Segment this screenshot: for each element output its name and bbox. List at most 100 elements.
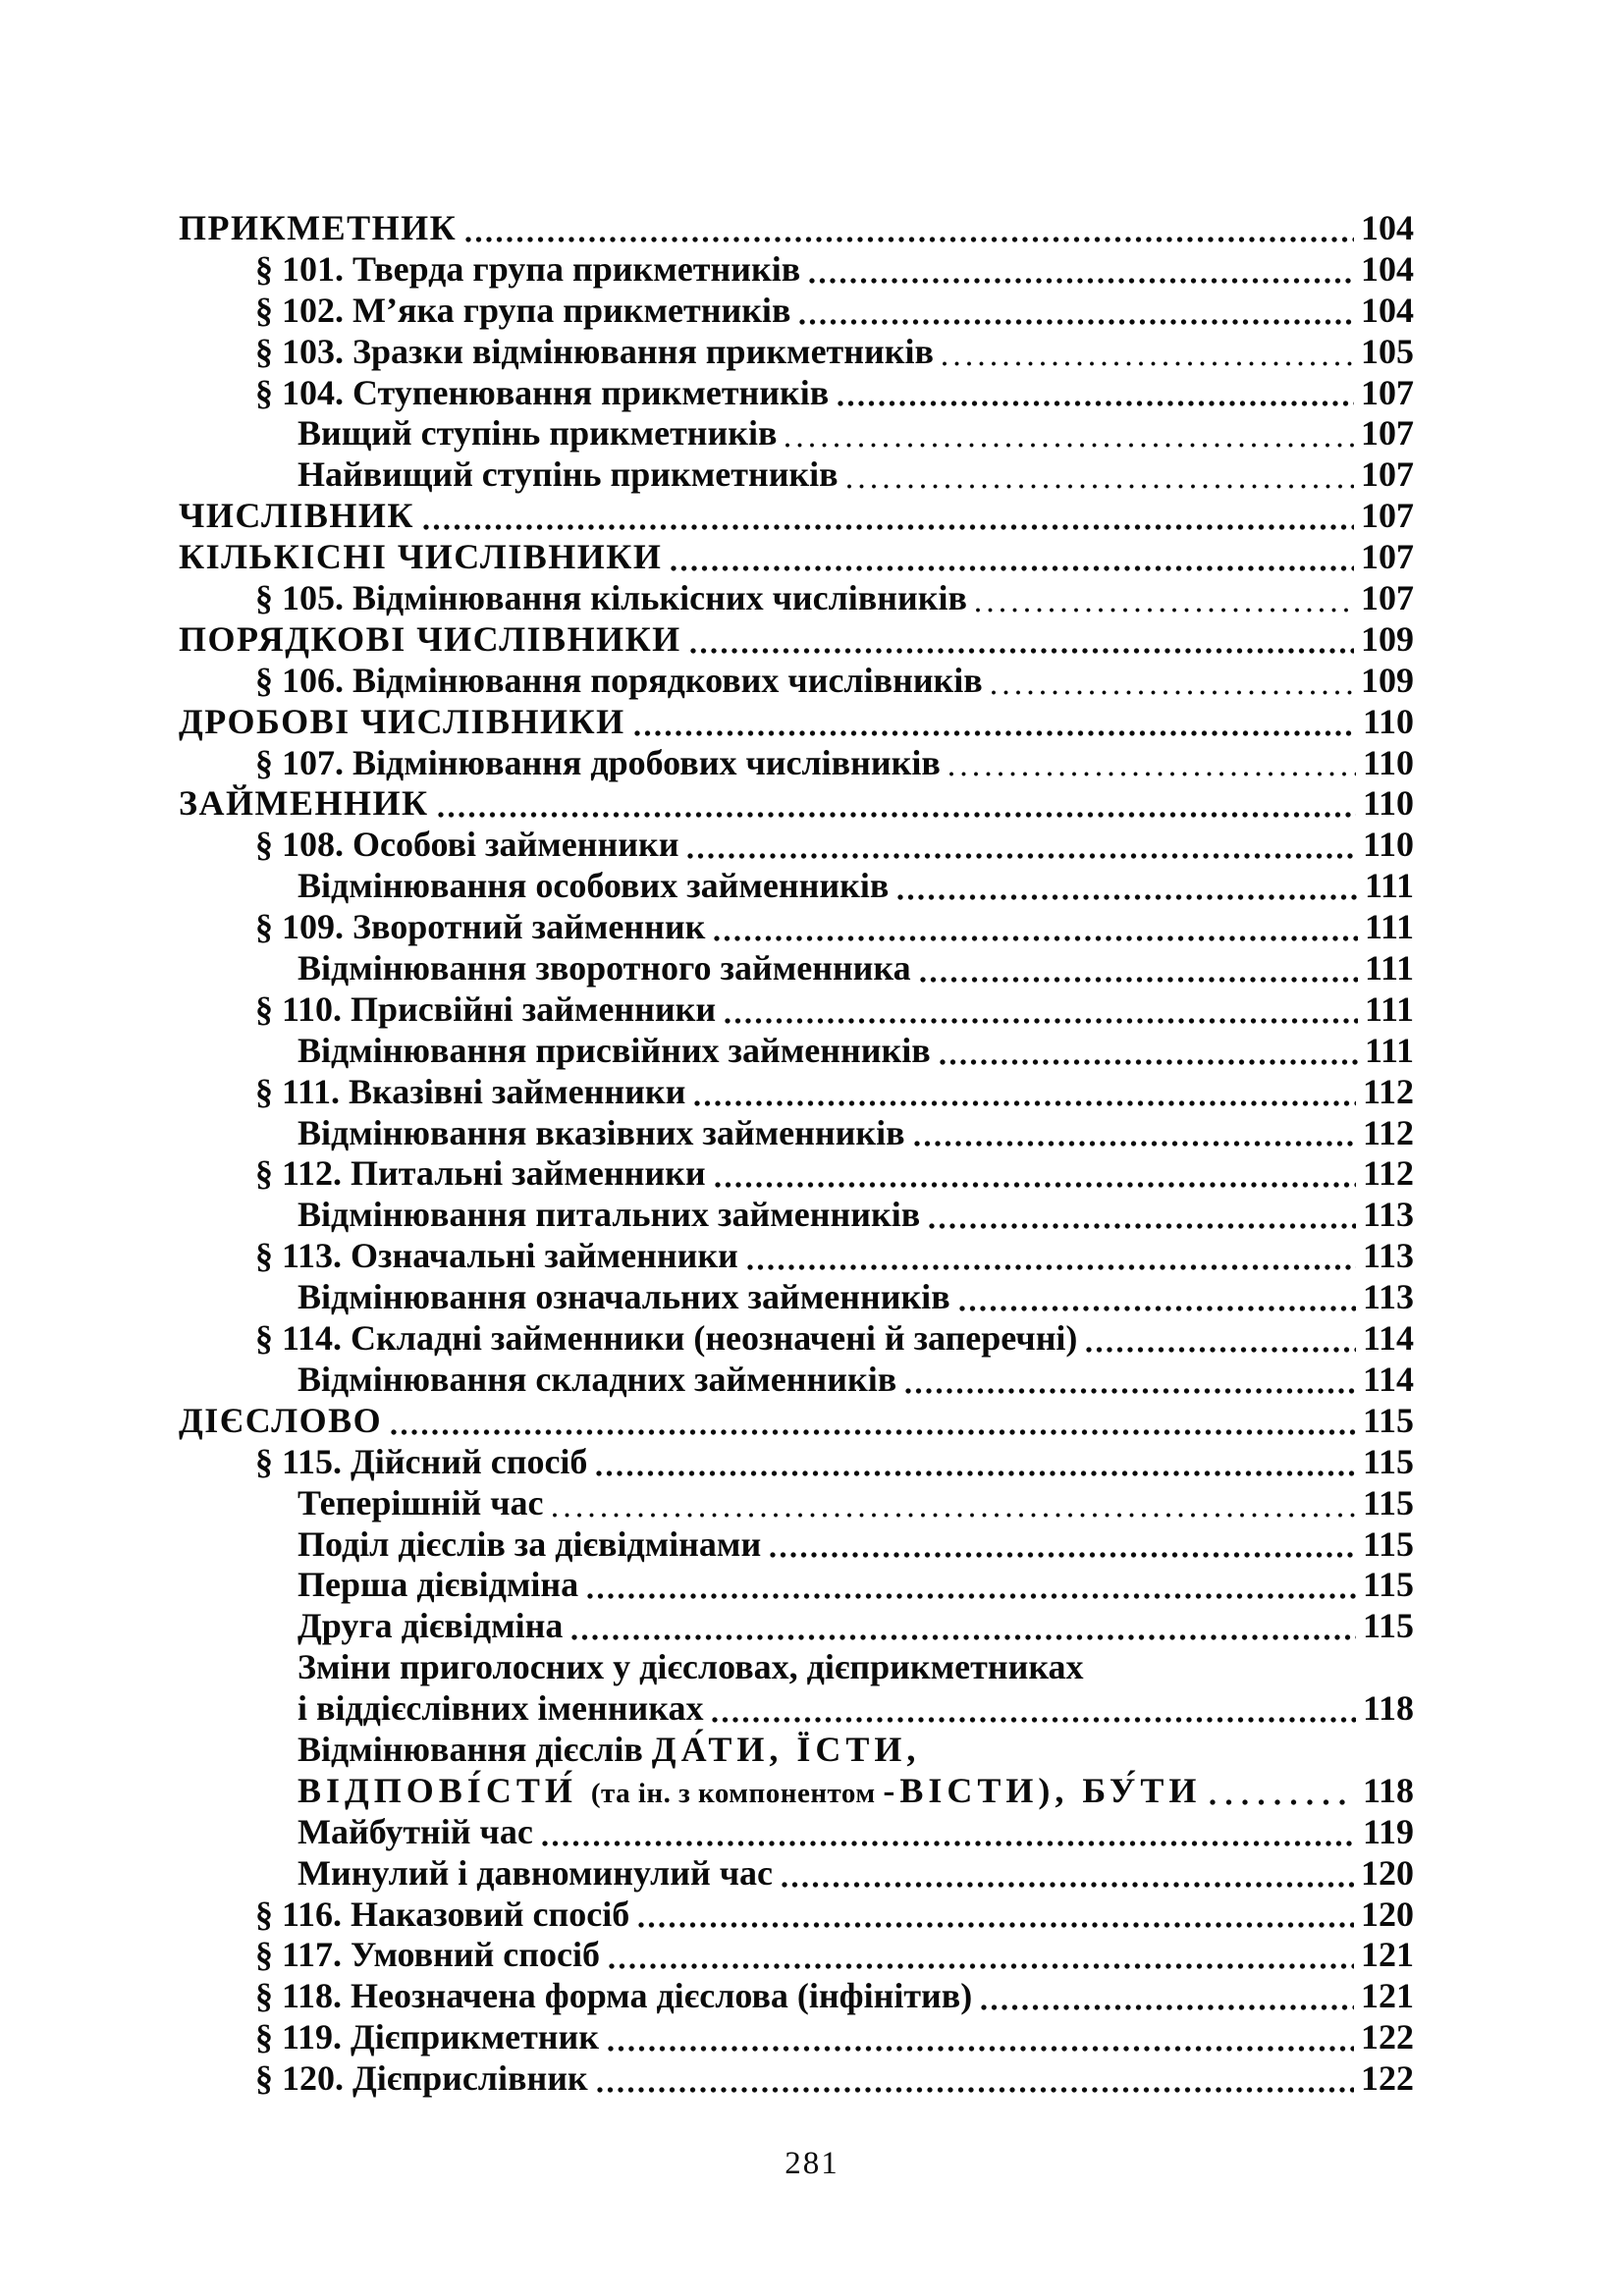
dot-leader xyxy=(607,1962,1354,1971)
toc-page-number: 110 xyxy=(1362,742,1414,782)
dot-leader xyxy=(1084,1345,1356,1354)
dot-leader xyxy=(807,276,1354,285)
toc-entry-title-segment: БУ́ТИ xyxy=(1082,1770,1202,1810)
toc-row: Найвищий ступінь прикметників 107 xyxy=(179,454,1414,496)
toc-entry-title: Минулий і давноминулий час xyxy=(298,1852,774,1893)
toc-entry-title: ЧИСЛІВНИК xyxy=(179,496,414,536)
dot-leader xyxy=(1208,1797,1347,1806)
toc-entry-title: Перша дієвідміна xyxy=(298,1565,579,1605)
toc-entry-title: ДРОБОВІ ЧИСЛІВНИКИ xyxy=(179,701,625,741)
toc-entry-title: § 116. Наказовий спосіб xyxy=(255,1894,630,1934)
toc-row: Відмінювання складних займенників 114 xyxy=(179,1360,1414,1401)
dot-leader xyxy=(768,1551,1356,1560)
toc-page-number: 112 xyxy=(1362,1112,1414,1152)
dot-leader xyxy=(435,811,1356,820)
toc-page-number: 107 xyxy=(1361,496,1414,536)
dot-leader xyxy=(606,2045,1354,2054)
toc-entry-title: Відмінювання особових займенників xyxy=(298,866,890,906)
toc-row: ДРОБОВІ ЧИСЛІВНИКИ 110 xyxy=(179,702,1414,743)
toc-page-number: 107 xyxy=(1361,454,1414,495)
toc-entry-title: § 118. Неозначена форма дієслова (інфіні… xyxy=(255,1976,973,2016)
toc-row: КІЛЬКІСНІ ЧИСЛІВНИКИ 107 xyxy=(179,537,1414,578)
toc-row: ЧИСЛІВНИК 107 xyxy=(179,496,1414,537)
toc-row: ВІДПОВІ́СТИ́ (та ін. з компонентом -ВІСТ… xyxy=(179,1771,1414,1812)
toc-row: § 112. Питальні займенники 112 xyxy=(179,1153,1414,1195)
dot-leader xyxy=(712,1181,1356,1190)
toc-entry-title: ВІДПОВІ́СТИ́ (та ін. з компонентом -ВІСТ… xyxy=(298,1771,1201,1815)
toc-page-number: 107 xyxy=(1361,372,1414,412)
toc-page-number: 107 xyxy=(1361,413,1414,454)
toc-entry-title: § 113. Означальні займенники xyxy=(255,1236,738,1276)
toc-row: Вищий ступінь прикметників 107 xyxy=(179,413,1414,454)
toc-entry-title: Друга дієвідміна xyxy=(298,1606,564,1646)
toc-row: § 115. Дійсний спосіб 115 xyxy=(179,1442,1414,1483)
toc-entry-title-segment: ВІДПОВІ́СТИ́ xyxy=(298,1770,591,1810)
toc-row: Поділ дієслів за дієвідмінами 115 xyxy=(179,1524,1414,1566)
toc-page-number: 121 xyxy=(1361,1935,1414,1975)
toc-entry-title: § 103. Зразки відмінювання прикметників xyxy=(255,331,934,371)
dot-leader xyxy=(744,1263,1356,1272)
dot-leader xyxy=(723,1016,1358,1025)
toc-page-number: 113 xyxy=(1362,1236,1414,1276)
toc-row: Майбутній час 119 xyxy=(179,1812,1414,1853)
toc-entry-title: Відмінювання присвійних займенників xyxy=(298,1030,931,1070)
toc-entry-title-segment: (та ін. з компонентом xyxy=(590,1777,884,1809)
dot-leader xyxy=(784,441,1354,450)
toc-entry-title: ДІЄСЛОВО xyxy=(179,1400,383,1440)
toc-page-number: 122 xyxy=(1361,2017,1414,2057)
dot-leader xyxy=(940,358,1354,367)
toc-entry-title: Відмінювання вказівних займенників xyxy=(298,1112,905,1152)
toc-page-number: 104 xyxy=(1361,248,1414,289)
toc-entry-title: Теперішній час xyxy=(298,1482,544,1522)
toc-row: § 119. Дієприкметник 122 xyxy=(179,2017,1414,2058)
toc-entry-title-segment: -ВІСТИ), xyxy=(883,1770,1083,1810)
toc-row: § 106. Відмінювання порядкових числівник… xyxy=(179,661,1414,702)
dot-leader xyxy=(463,235,1354,243)
toc-row: Відмінювання вказівних займенників 112 xyxy=(179,1113,1414,1154)
toc-page-number: 115 xyxy=(1362,1482,1414,1522)
dot-leader xyxy=(710,1715,1356,1724)
toc-entry-title: § 108. Особові займенники xyxy=(255,825,679,865)
toc-entry-title: Відмінювання означальних займенників xyxy=(298,1277,950,1317)
dot-leader xyxy=(979,2003,1354,2012)
toc-page-number: 118 xyxy=(1362,1688,1414,1729)
dot-leader xyxy=(685,852,1356,861)
toc-row: Відмінювання особових займенників 111 xyxy=(179,866,1414,907)
toc-entry-title: Вищий ступінь прикметників xyxy=(298,413,778,454)
toc-entry-title: § 104. Ступенювання прикметників xyxy=(255,372,830,412)
dot-leader xyxy=(585,1592,1356,1601)
toc-page-number: 109 xyxy=(1361,660,1414,700)
toc-row: § 114. Складні займенники (неозначені й … xyxy=(179,1318,1414,1360)
toc-entry-title: § 109. Зворотний займенник xyxy=(255,907,706,947)
toc-entry-title: Поділ дієслів за дієвідмінами xyxy=(298,1523,762,1564)
toc-entry-title: Майбутній час xyxy=(298,1811,533,1851)
toc-page-number: 104 xyxy=(1361,208,1414,247)
toc-row: § 103. Зразки відмінювання прикметників 1… xyxy=(179,332,1414,373)
dot-leader xyxy=(836,400,1354,408)
dot-leader xyxy=(569,1633,1356,1642)
toc-page-number: 115 xyxy=(1362,1606,1414,1646)
toc-entry-title: § 105. Відмінювання кількісних числівник… xyxy=(255,578,967,618)
toc-entry-title: Відмінювання зворотного займенника xyxy=(298,948,911,988)
dot-leader xyxy=(631,728,1356,737)
toc-row: Зміни приголосних у дієсловах, дієприкме… xyxy=(179,1647,1414,1688)
toc-page-number: 114 xyxy=(1362,1318,1414,1359)
dot-leader xyxy=(539,1839,1356,1847)
toc-page-number: 105 xyxy=(1361,331,1414,371)
toc-row: Відмінювання присвійних займенників 111 xyxy=(179,1031,1414,1072)
toc-entry-title: § 115. Дійсний спосіб xyxy=(255,1441,588,1481)
dot-leader xyxy=(420,523,1354,532)
toc-row: ПРИКМЕТНИК 104 xyxy=(179,208,1414,249)
dot-leader xyxy=(903,1386,1356,1395)
toc-page-number: 115 xyxy=(1362,1441,1414,1481)
dot-leader xyxy=(917,975,1358,984)
dot-leader xyxy=(692,1098,1356,1107)
toc-row: § 104. Ступенювання прикметників 107 xyxy=(179,373,1414,414)
toc-entry-title: ПРИКМЕТНИК xyxy=(179,208,458,247)
dot-leader xyxy=(389,1427,1356,1436)
toc-row: § 108. Особові займенники 110 xyxy=(179,825,1414,866)
dot-leader xyxy=(594,1468,1356,1477)
toc-page-number: 115 xyxy=(1362,1523,1414,1564)
dot-leader xyxy=(594,2085,1354,2094)
toc-page-number: 111 xyxy=(1364,1030,1414,1070)
